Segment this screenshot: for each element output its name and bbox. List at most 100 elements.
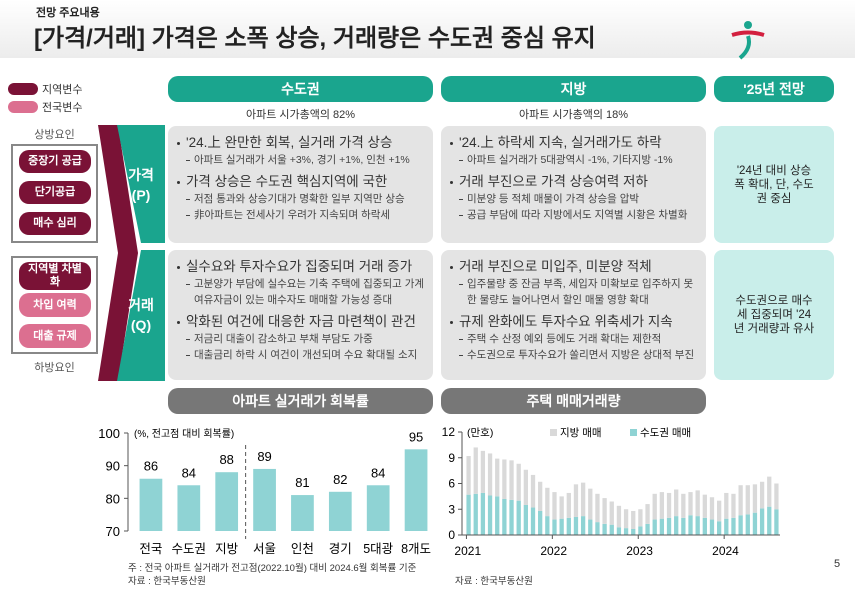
bullet-sub: 입주물량 중 잔금 부족, 세입자 미확보로 입주하지 못한 물량도 늘어나면서…	[447, 276, 700, 308]
bar-segment	[480, 450, 486, 493]
bar-segment	[509, 499, 514, 535]
bar-segment	[580, 482, 586, 517]
x-tick-label: 지방	[215, 542, 239, 556]
kicker: 전망 주요내용	[36, 7, 100, 19]
bar-segment	[538, 481, 543, 511]
bar-segment	[545, 516, 550, 535]
stacked-bar-chart: 0 3 6 9 12 (만호) 지방 매매 수도권 매매 2021 2022 2023 2024	[442, 425, 780, 558]
bar-segment	[588, 519, 593, 535]
bar-segment	[473, 447, 478, 494]
bar-segment	[616, 527, 622, 535]
bar-segment	[552, 492, 557, 520]
legend-label: 수도권 매매	[640, 427, 691, 439]
bullet-head: 악화된 여건에 대응한 자금 마련책이 관건	[174, 313, 427, 331]
bar-segment	[638, 526, 643, 535]
bar-segment	[523, 504, 528, 535]
bar-segment	[502, 459, 507, 499]
bar-segment	[595, 493, 600, 523]
logo	[731, 21, 765, 60]
bullet-sub: 非아파트는 전세사기 우려가 지속되며 하락세	[174, 207, 427, 223]
bar	[177, 485, 201, 531]
bar-segment	[695, 490, 700, 517]
bar-segment	[645, 504, 650, 524]
y-tick-label: 80	[106, 491, 120, 506]
x-tick-label: 수도권	[172, 542, 207, 556]
bar-segment	[745, 485, 750, 515]
bar-segment	[588, 488, 593, 520]
row-label: 거래 (Q)	[128, 297, 154, 333]
x-tick-label: 2022	[540, 544, 567, 558]
bar-segment	[516, 463, 521, 501]
y-tick-label: 70	[106, 524, 120, 539]
x-tick-label: 2023	[626, 544, 653, 558]
bar-segment	[602, 498, 607, 524]
bar-segment	[774, 509, 779, 535]
bar-segment	[495, 496, 500, 535]
factor: 매수 심리	[19, 212, 91, 235]
footnote: 자료 : 한국부동산원	[128, 576, 206, 587]
bar	[253, 468, 276, 531]
cell: 실수요와 투자수요가 집중되며 거래 증가 고분양가 부담에 실수요는 기축 주택…	[168, 250, 433, 380]
bar-segment	[759, 481, 765, 509]
bar-segment	[487, 453, 493, 496]
bar-segment	[659, 518, 665, 535]
legend-chip	[8, 101, 38, 113]
bar	[291, 495, 314, 531]
bullet-sub: 대출금리 하락 시 여건이 개선되며 수요 확대될 소지	[174, 347, 427, 363]
bar-segment	[767, 506, 772, 535]
data-label: 84	[182, 465, 196, 480]
bar-segment	[738, 515, 743, 535]
footnote: 자료 : 한국부동산원	[455, 576, 533, 587]
bar-segment	[516, 500, 521, 535]
column-header: 지방	[441, 76, 706, 102]
factor: 중장기 공급	[19, 150, 91, 173]
bullet-sub: 미분양 등 적체 매물이 가격 상승을 압박	[447, 191, 700, 207]
bar-segment	[731, 493, 736, 518]
factor: 대출 규제	[19, 324, 91, 348]
bar-segment	[573, 516, 579, 535]
bullet-head: 실수요와 투자수요가 집중되며 거래 증가	[174, 258, 427, 276]
bar-segment	[609, 524, 614, 535]
bar-segment	[487, 495, 493, 535]
column-note: 아파트 시가총액의 82%	[245, 109, 356, 121]
bar-segment	[666, 517, 672, 535]
bar-segment	[674, 516, 679, 535]
legend-label: 전국변수	[42, 102, 83, 114]
bullet-head: 규제 완화에도 투자수요 위축세가 지속	[447, 313, 700, 331]
column-note: 아파트 시가총액의 18%	[518, 109, 629, 121]
x-tick-label: 서울	[253, 542, 276, 556]
slide-title: [가격/거래] 가격은 소폭 상승, 거래량은 수도권 중심 유지	[34, 25, 596, 52]
column-header: 수도권	[168, 76, 433, 102]
lower-factor-label: 하방요인	[34, 362, 75, 374]
bar	[366, 485, 390, 531]
data-label: 86	[144, 459, 158, 474]
bullet-head: 가격 상승은 수도권 핵심지역에 국한	[174, 173, 427, 191]
bar-segment	[609, 501, 614, 525]
x-tick-label: 2021	[454, 544, 481, 558]
bar-segment	[566, 517, 571, 535]
column-header: '25년 전망	[714, 76, 834, 102]
y-tick-label: 12	[442, 425, 456, 439]
bar-segment	[509, 460, 514, 500]
bar-segment	[745, 514, 750, 535]
bar-segment	[724, 518, 729, 535]
bar	[328, 491, 352, 531]
bullet-sub: 아파트 실거래가 서울 +3%, 경기 +1%, 인천 +1%	[174, 152, 427, 168]
bar-segment	[659, 492, 665, 519]
x-tick-label: 인천	[291, 541, 314, 556]
y-tick-label: 0	[448, 528, 455, 542]
bar-segment	[645, 523, 650, 535]
bar-segment	[688, 515, 693, 535]
bar-segment	[695, 516, 700, 535]
chart-title: 주택 매매거래량	[441, 388, 706, 414]
y-tick-label: 100	[98, 426, 120, 441]
bar-segment	[530, 474, 536, 508]
bullet-head: '24.上 완만한 회복, 실거래 가격 상승	[174, 134, 427, 152]
bar-segment	[767, 476, 772, 507]
cell: 거래 부진으로 미입주, 미분양 적체 입주물량 중 잔금 부족, 세입자 미확보…	[441, 250, 706, 380]
chevron	[98, 125, 138, 381]
bar-segment	[559, 496, 564, 519]
bar-segment	[466, 456, 471, 495]
bar-segment	[545, 487, 550, 517]
bar-segment	[724, 492, 729, 519]
